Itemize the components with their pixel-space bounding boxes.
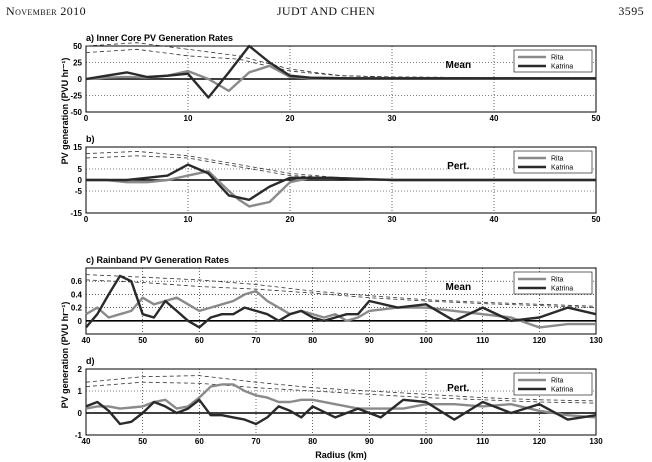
panel-4-annotation: Pert.: [447, 383, 469, 394]
panel-2-legend-label-rita: Rita: [551, 156, 564, 163]
panel-3-y-tick-label: 0.4: [71, 290, 83, 299]
panel-1-legend-label-rita: Rita: [551, 55, 564, 62]
panel-3-plot-frame: [85, 267, 597, 335]
panel-4-title: d): [86, 356, 95, 366]
panel-2-y-tick-label: -5: [75, 187, 83, 196]
panel-1-x-tick-label: 50: [592, 114, 601, 123]
panel-4-y-tick-label: -1: [75, 431, 83, 440]
panel-3-x-tick-label: 60: [195, 336, 204, 345]
panel-1-series-reference-2: [85, 48, 596, 79]
running-header-authors: JUDT AND CHEN: [276, 4, 376, 18]
panel-4-series-reference-1: [85, 375, 597, 402]
panel-3-x-tick-label: 130: [589, 336, 603, 345]
panel-3-series-reference-2: [85, 279, 597, 308]
panel-2-x-tick-label: 10: [184, 215, 193, 224]
panel-4-x-tick-label: 130: [589, 437, 603, 446]
panel-2-title: b): [86, 134, 95, 144]
panel-1-y-tick-label: 25: [73, 59, 82, 68]
panel-1-y-tick-label: 0: [78, 75, 83, 84]
running-header-left: November 2010: [6, 4, 86, 18]
panel-2-y-tick-label: 5: [78, 165, 83, 174]
panel-2-x-tick-label: 40: [490, 215, 499, 224]
panel-2-y-tick-label: 15: [73, 143, 82, 152]
panel-1-x-tick-label: 30: [388, 114, 397, 123]
panel-4-series-katrina: [85, 398, 597, 426]
panel-3-y-tick-label: 0.6: [71, 277, 83, 286]
panel-3-x-tick-label: 70: [252, 336, 261, 345]
panel-1-x-tick-label: 0: [84, 114, 89, 123]
y-axis-label-lower: PV generation (PVU hr⁻¹): [60, 302, 70, 409]
panel-4-x-tick-label: 90: [365, 437, 374, 446]
panel-3-x-tick-label: 120: [533, 336, 547, 345]
panel-1-title: a) Inner Core PV Generation Rates: [86, 33, 233, 43]
panel-3-x-tick-label: 50: [138, 336, 147, 345]
panel-3-x-tick-label: 80: [308, 336, 317, 345]
panel-1-legend-label-katrina: Katrina: [551, 64, 573, 71]
panel-1-annotation: Mean: [446, 60, 472, 71]
panel-4-x-tick-label: 40: [82, 437, 91, 446]
panel-1-y-tick-label: -50: [70, 108, 82, 117]
panel-4-x-tick-label: 60: [195, 437, 204, 446]
panel-1-y-tick-label: -25: [70, 92, 82, 101]
panel-4-y-tick-label: 2: [78, 365, 83, 374]
panel-3-series-katrina: [85, 274, 597, 329]
panel-3-x-tick-label: 90: [365, 336, 374, 345]
panel-4-y-tick-label: 1: [78, 387, 83, 396]
x-axis-label: Radius (km): [315, 450, 367, 460]
panel-2-series-reference-2: [85, 155, 393, 181]
y-axis-label-upper: PV generation (PVU hr⁻¹): [60, 58, 70, 165]
page-number: 3595: [618, 4, 644, 18]
panel-1-series-reference-1: [85, 42, 596, 79]
panel-3-x-tick-label: 40: [82, 336, 91, 345]
panel-4-y-tick-label: 0: [78, 409, 83, 418]
panel-4-plot-frame: [85, 368, 597, 436]
panel-4-x-tick-label: 120: [533, 437, 547, 446]
panel-2-x-tick-label: 30: [388, 215, 397, 224]
panel-2-y-tick-label: -15: [70, 209, 82, 218]
panel-4-legend-label-katrina: Katrina: [551, 387, 573, 394]
panel-4-series-rita: [85, 383, 597, 419]
panel-2-x-tick-label: 0: [84, 215, 89, 224]
panel-4-legend-label-rita: Rita: [551, 378, 564, 385]
panel-4-x-tick-label: 50: [138, 437, 147, 446]
panel-2-y-tick-label: 0: [78, 176, 83, 185]
panel-4-x-tick-label: 80: [308, 437, 317, 446]
panel-1-y-tick-label: 50: [73, 42, 82, 51]
panel-3-y-tick-label: 0: [78, 317, 83, 326]
panel-3-legend-label-katrina: Katrina: [551, 286, 573, 293]
panel-3-series-rita: [85, 289, 596, 329]
panel-4-x-tick-label: 110: [476, 437, 489, 446]
panel-1-series-katrina: [85, 44, 596, 99]
panel-4-x-tick-label: 100: [419, 437, 433, 446]
panel-3-title: c) Rainband PV Generation Rates: [86, 255, 229, 265]
panel-1-x-tick-label: 40: [490, 114, 499, 123]
panel-4-x-tick-label: 70: [252, 437, 261, 446]
panel-2-x-tick-label: 50: [592, 215, 601, 224]
panel-1-x-tick-label: 10: [184, 114, 193, 123]
panel-3-y-tick-label: 0.2: [71, 304, 83, 313]
panel-2-annotation: Pert.: [447, 161, 469, 172]
panel-2-series-katrina: [86, 163, 596, 202]
panel-2-x-tick-label: 20: [286, 215, 295, 224]
panel-2-legend-label-katrina: Katrina: [551, 165, 573, 172]
panel-2-series-reference-1: [85, 150, 393, 181]
panel-3-x-tick-label: 100: [419, 336, 433, 345]
panel-4-series-reference-2: [85, 381, 597, 404]
panel-3-legend-label-rita: Rita: [551, 277, 564, 284]
panel-1-x-tick-label: 20: [286, 114, 295, 123]
panel-3-x-tick-label: 110: [476, 336, 489, 345]
panel-3-annotation: Mean: [446, 282, 472, 293]
panel-3-series-reference-1: [85, 274, 597, 307]
